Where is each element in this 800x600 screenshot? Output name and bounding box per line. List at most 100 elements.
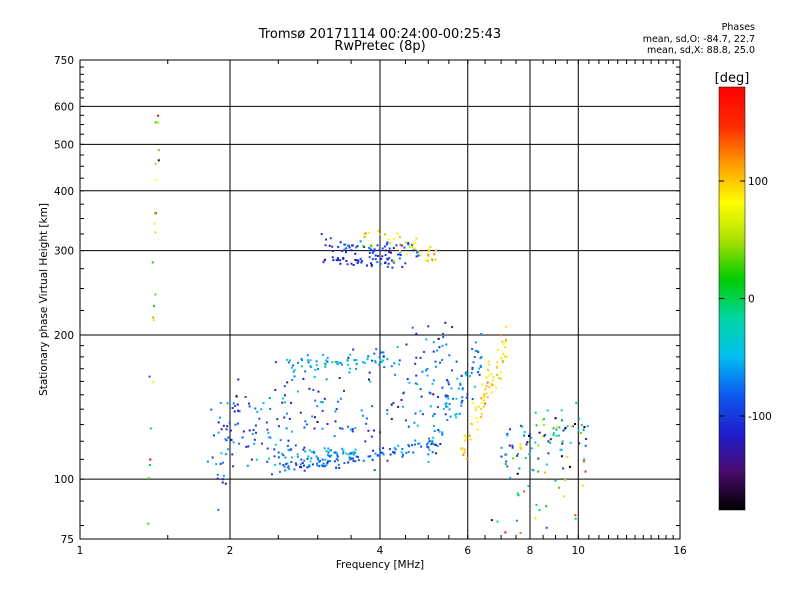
scatter-point (558, 434, 561, 437)
scatter-point (566, 456, 569, 458)
scatter-point (432, 393, 435, 396)
scatter-point (355, 246, 358, 249)
scatter-point (519, 445, 522, 448)
scatter-point (301, 359, 304, 362)
scatter-point (485, 385, 488, 388)
scatter-point (543, 434, 545, 437)
scatter-point (427, 253, 430, 256)
scatter-point (393, 452, 396, 455)
scatter-point (424, 259, 427, 262)
scatter-point (584, 470, 587, 473)
scatter-point (283, 416, 286, 419)
scatter-point (290, 461, 293, 464)
scatter-point (307, 361, 310, 364)
scatter-point (474, 406, 477, 409)
scatter-point (454, 413, 457, 416)
scatter-point (390, 365, 393, 368)
scatter-point (300, 358, 303, 360)
phase-stats-o: mean, sd,O: -84.7, 22.7 (642, 33, 755, 45)
scatter-point (206, 460, 209, 463)
scatter-point (535, 424, 538, 427)
scatter-point (418, 442, 421, 445)
scatter-point (244, 396, 247, 398)
scatter-point (392, 451, 394, 454)
scatter-point (339, 259, 342, 262)
scatter-point (444, 321, 447, 324)
scatter-point (391, 266, 394, 269)
scatter-point (383, 366, 386, 369)
scatter-point (528, 435, 530, 437)
scatter-point (428, 440, 431, 443)
scatter-point (292, 364, 295, 367)
scatter-point (517, 494, 520, 497)
scatter-point (154, 162, 157, 165)
scatter-point (416, 251, 419, 254)
scatter-point (355, 455, 358, 458)
scatter-point (506, 434, 509, 437)
scatter-point (504, 340, 507, 343)
scatter-point (426, 374, 429, 377)
scatter-point (246, 464, 249, 467)
scatter-point (328, 244, 331, 247)
scatter-point (431, 382, 434, 385)
scatter-point (343, 462, 346, 464)
scatter-point (268, 457, 270, 460)
scatter-point (293, 369, 296, 372)
scatter-point (294, 462, 297, 465)
scatter-point (368, 256, 371, 259)
scatter-point (396, 345, 399, 348)
scatter-point (374, 360, 377, 362)
scatter-point (393, 238, 396, 240)
scatter-point (282, 397, 284, 400)
scatter-point (334, 420, 337, 423)
scatter-point (561, 440, 564, 443)
scatter-point (446, 419, 449, 421)
scatter-point (368, 371, 371, 374)
scatter-point (373, 429, 375, 432)
scatter-point (277, 425, 280, 428)
scatter-point (352, 348, 355, 351)
scatter-point (360, 260, 363, 262)
scatter-point (541, 419, 544, 422)
scatter-point (362, 414, 364, 417)
scatter-point (415, 374, 418, 377)
y-tick-label: 100 (54, 474, 74, 486)
scatter-point (274, 361, 277, 364)
scatter-point (437, 429, 440, 431)
scatter-point (237, 378, 240, 381)
scatter-point (350, 452, 353, 455)
scatter-point (242, 430, 245, 433)
scatter-point (509, 476, 512, 479)
scatter-point (371, 258, 374, 261)
scatter-point (505, 460, 508, 463)
scatter-point (324, 458, 327, 461)
phase-stats-header: Phases (721, 22, 755, 33)
scatter-point (554, 479, 557, 482)
scatter-point (437, 337, 440, 340)
scatter-point (148, 375, 151, 378)
scatter-point (277, 451, 280, 454)
scatter-point (381, 255, 384, 258)
scatter-point (414, 382, 417, 385)
scatter-point (564, 427, 567, 430)
scatter-point (396, 232, 399, 235)
scatter-point (461, 388, 464, 391)
scatter-point (402, 453, 404, 456)
scatter-point (327, 460, 330, 463)
scatter-point (341, 447, 344, 450)
scatter-point (342, 449, 345, 452)
scatter-point (320, 233, 323, 236)
scatter-point (345, 260, 348, 262)
scatter-point (408, 445, 411, 448)
scatter-point (460, 401, 463, 404)
scatter-point (318, 465, 321, 468)
scatter-point (397, 444, 400, 447)
scatter-point (397, 253, 399, 256)
scatter-point (414, 362, 417, 365)
scatter-point (389, 453, 392, 456)
scatter-point (348, 371, 351, 374)
scatter-point (492, 376, 495, 379)
scatter-point (386, 459, 389, 462)
scatter-point (376, 255, 379, 257)
scatter-point (326, 423, 329, 425)
